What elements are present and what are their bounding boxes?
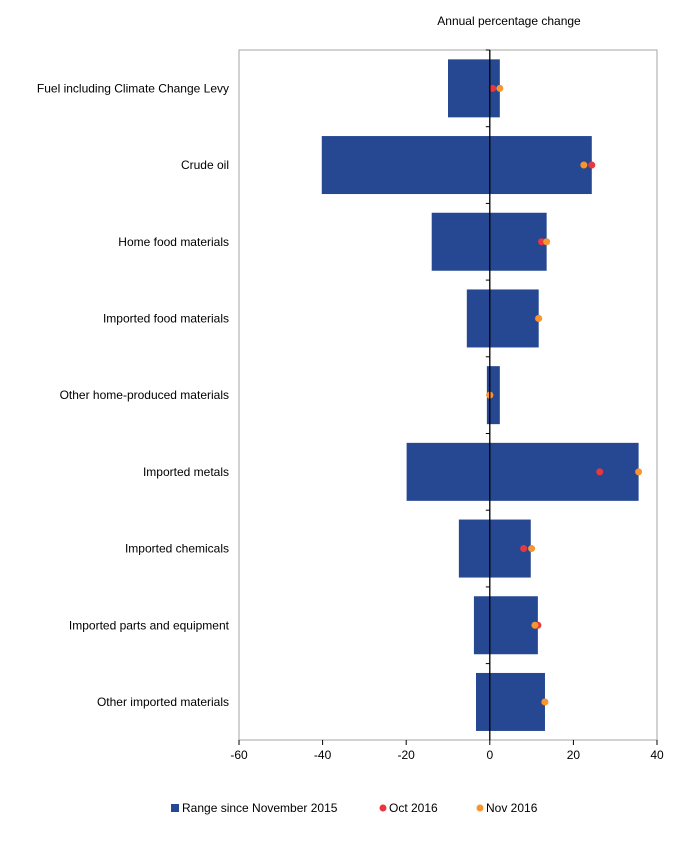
nov-2016-point xyxy=(580,161,588,169)
legend-swatch-oct xyxy=(379,804,387,812)
oct-2016-point xyxy=(538,238,546,246)
oct-2016-point xyxy=(596,468,604,476)
range-bar xyxy=(476,672,545,731)
x-tick-label: -20 xyxy=(398,748,416,762)
nov-2016-point xyxy=(531,621,539,629)
plot-area xyxy=(238,49,658,741)
category-label: Other home-produced materials xyxy=(60,388,229,402)
range-bar xyxy=(321,136,592,195)
nov-2016-point xyxy=(543,238,551,246)
oct-2016-point xyxy=(588,161,596,169)
legend: Range since November 2015 Oct 2016 Nov 2… xyxy=(171,801,538,815)
legend-label-range: Range since November 2015 xyxy=(182,801,338,815)
chart-title: Annual percentage change xyxy=(437,14,581,28)
nov-2016-point xyxy=(535,314,543,322)
legend-swatch-nov xyxy=(476,804,484,812)
x-tick-label: 0 xyxy=(486,748,493,762)
category-label: Home food materials xyxy=(118,235,229,249)
x-tick-label: -40 xyxy=(314,748,332,762)
range-bar xyxy=(466,289,539,348)
category-label: Imported food materials xyxy=(103,311,229,325)
category-label: Imported chemicals xyxy=(125,542,229,556)
oct-2016-point xyxy=(520,545,528,553)
oct-2016-point xyxy=(489,84,497,92)
category-label: Imported parts and equipment xyxy=(69,618,230,632)
category-label: Fuel including Climate Change Levy xyxy=(37,81,229,95)
category-label: Crude oil xyxy=(181,158,229,172)
legend-label-oct: Oct 2016 xyxy=(389,801,438,815)
range-bar xyxy=(406,442,639,501)
range-bar xyxy=(458,519,531,578)
category-label: Imported metals xyxy=(143,465,229,479)
x-tick-label: -60 xyxy=(230,748,248,762)
x-tick-label: 40 xyxy=(650,748,664,762)
x-tick-label: 20 xyxy=(567,748,581,762)
nov-2016-point xyxy=(496,84,504,92)
nov-2016-point xyxy=(635,468,643,476)
range-bar xyxy=(473,596,538,655)
nov-2016-point xyxy=(541,698,549,706)
nov-2016-point xyxy=(528,545,536,553)
legend-label-nov: Nov 2016 xyxy=(486,801,538,815)
legend-swatch-range xyxy=(171,804,179,812)
category-label: Other imported materials xyxy=(97,695,229,709)
